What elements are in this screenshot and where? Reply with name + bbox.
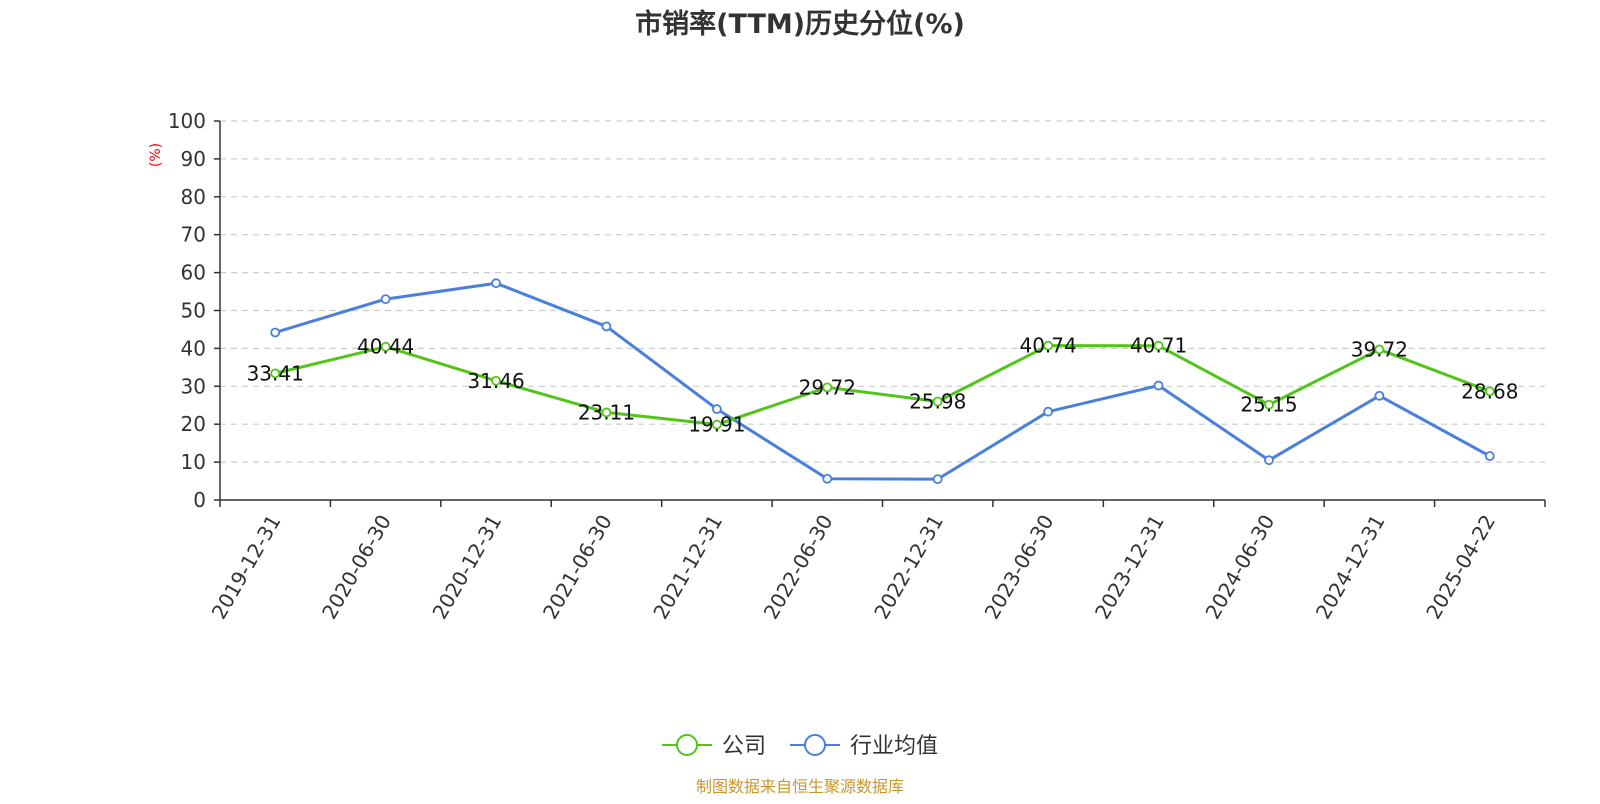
legend-item-industry[interactable]: 行业均值 [790, 734, 938, 759]
data-point [711, 419, 722, 430]
x-tick-label: 2021-12-31 [648, 511, 727, 624]
data-point [1153, 340, 1164, 351]
y-tick-label: 40 [181, 336, 206, 360]
data-label: 40.74 [1019, 334, 1076, 358]
series-line-industry [274, 281, 1491, 481]
y-tick-label: 70 [181, 223, 206, 247]
data-point [601, 321, 612, 332]
x-tick-label: 2023-12-31 [1090, 511, 1169, 624]
y-tick-label: 60 [181, 261, 206, 285]
data-labels: 33.41 40.44 31.46 23.11 19.91 29.72 25.98 40.74… [247, 334, 1519, 437]
y-tick-label: 20 [181, 412, 206, 436]
y-tick-label: 100 [168, 109, 206, 133]
data-point [822, 382, 833, 393]
data-point [1153, 380, 1164, 391]
data-point [270, 327, 281, 338]
axes: 0 10 20 30 40 50 60 70 80 90 100 2019-12-31 2020-06-… [168, 109, 1546, 624]
data-label: 19.91 [688, 413, 745, 437]
data-label: 31.46 [467, 369, 524, 393]
data-label: 40.71 [1130, 334, 1187, 358]
legend-label: 公司 [722, 734, 766, 759]
y-axis-label: (%) [148, 143, 164, 167]
x-tick-label: 2021-06-30 [538, 511, 617, 624]
data-label: 25.98 [909, 390, 966, 414]
data-point [380, 341, 391, 352]
data-point [1484, 451, 1495, 461]
data-point [1484, 386, 1495, 397]
data-point [270, 368, 281, 379]
x-tick-label: 2019-12-31 [207, 511, 286, 624]
data-point [601, 407, 612, 418]
y-tick-label: 50 [181, 299, 206, 323]
x-tick-label: 2022-06-30 [759, 511, 838, 624]
data-label: 23.11 [578, 400, 635, 424]
data-point [822, 473, 833, 484]
y-tick-label: 30 [181, 374, 206, 398]
data-point [491, 278, 501, 289]
data-label: 33.41 [247, 361, 304, 385]
y-tick-label: 10 [181, 450, 206, 474]
x-tick-label: 2022-12-31 [869, 511, 948, 624]
y-tick-label: 80 [181, 185, 206, 209]
data-label: 29.72 [799, 375, 856, 399]
legend[interactable]: 公司 行业均值 [662, 734, 938, 759]
data-point [932, 474, 943, 485]
data-point [1043, 340, 1054, 351]
y-tick-label: 0 [193, 488, 206, 512]
data-label: 40.44 [357, 335, 414, 359]
legend-marker [804, 734, 826, 756]
data-label: 25.15 [1240, 393, 1297, 417]
data-point [380, 294, 391, 305]
legend-label: 行业均值 [850, 734, 938, 759]
data-point [1374, 344, 1385, 355]
legend-marker [676, 734, 698, 756]
data-label: 39.72 [1351, 337, 1408, 361]
data-point [1374, 390, 1385, 401]
data-point [491, 375, 501, 386]
data-point [1264, 399, 1274, 410]
x-tick-label: 2024-12-31 [1311, 511, 1390, 624]
x-tick-label: 2023-06-30 [980, 511, 1059, 624]
series-layer [270, 278, 1495, 485]
source-note: 制图数据来自恒生聚源数据库 [696, 777, 904, 796]
x-tick-label: 2025-04-22 [1421, 511, 1500, 624]
data-point [1043, 406, 1054, 417]
data-point [932, 396, 943, 407]
data-label: 28.68 [1461, 379, 1518, 403]
grid-lines [220, 120, 1545, 463]
x-tick-label: 2024-06-30 [1200, 511, 1279, 624]
x-tick-label: 2020-12-31 [427, 511, 506, 624]
y-tick-label: 90 [181, 147, 206, 171]
data-point [711, 404, 722, 414]
data-point [1264, 455, 1274, 466]
series-line-company [274, 344, 1491, 427]
chart-title: 市销率(TTM)历史分位(%) [635, 8, 965, 40]
x-tick-label: 2020-06-30 [317, 511, 396, 624]
legend-item-company[interactable]: 公司 [662, 734, 766, 759]
